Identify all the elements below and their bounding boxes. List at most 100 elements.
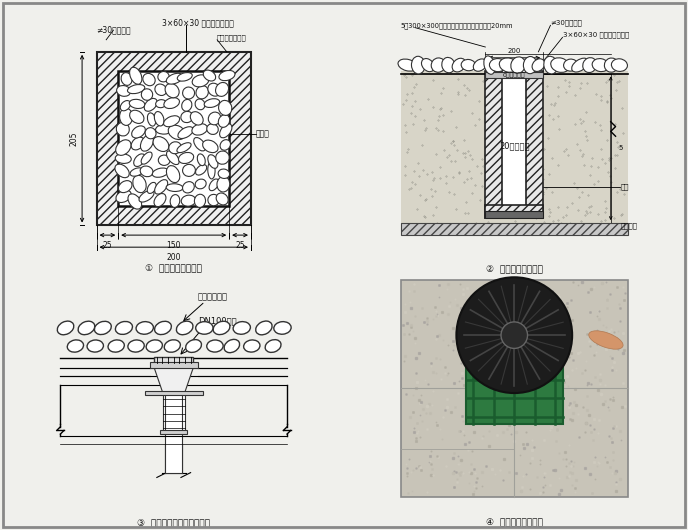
Ellipse shape (166, 151, 179, 165)
Text: 150: 150 (506, 59, 517, 64)
Ellipse shape (67, 340, 83, 352)
Ellipse shape (563, 59, 578, 71)
Text: 25: 25 (484, 59, 491, 64)
Ellipse shape (116, 140, 131, 155)
Ellipse shape (431, 58, 445, 72)
Ellipse shape (127, 85, 144, 94)
Ellipse shape (147, 182, 156, 193)
Bar (401, 71, 627, 235)
Ellipse shape (265, 340, 281, 352)
Ellipse shape (145, 128, 156, 139)
Ellipse shape (572, 58, 588, 72)
Ellipse shape (220, 140, 230, 150)
Ellipse shape (169, 142, 182, 154)
Text: ①  砾石集水口平面图: ① 砾石集水口平面图 (145, 264, 202, 273)
Bar (526, 71, 544, 218)
Ellipse shape (219, 100, 232, 116)
Text: 碎卵体: 碎卵体 (256, 129, 270, 138)
Ellipse shape (219, 70, 235, 81)
Text: 厚有基板: 厚有基板 (621, 222, 637, 229)
Ellipse shape (94, 321, 111, 334)
Text: 25: 25 (103, 241, 112, 250)
Ellipse shape (274, 322, 291, 334)
Ellipse shape (244, 340, 260, 352)
Ellipse shape (155, 84, 166, 95)
Text: ②  砾石集水口剖面图: ② 砾石集水口剖面图 (486, 264, 543, 273)
Text: DN100地漏: DN100地漏 (198, 316, 237, 325)
Ellipse shape (218, 169, 230, 179)
Ellipse shape (128, 340, 144, 352)
Ellipse shape (461, 59, 475, 70)
Text: 5厚300×300品品不锈钢焊制篦子槽条净距20mm: 5厚300×300品品不锈钢焊制篦子槽条净距20mm (401, 22, 513, 29)
Ellipse shape (170, 195, 180, 207)
Ellipse shape (208, 155, 218, 169)
Ellipse shape (202, 140, 218, 153)
Polygon shape (154, 368, 193, 393)
Ellipse shape (612, 59, 627, 72)
Text: 3×60×30 热镀锌角钢过板: 3×60×30 热镀锌角钢过板 (162, 19, 233, 28)
Ellipse shape (155, 100, 166, 108)
Bar (154, 357, 193, 363)
Text: 定制箱水口内壁: 定制箱水口内壁 (217, 34, 247, 41)
Text: ③  室外雨水地漏安装大样图: ③ 室外雨水地漏安装大样图 (137, 519, 211, 528)
Ellipse shape (219, 124, 232, 138)
Ellipse shape (166, 165, 180, 183)
Ellipse shape (116, 190, 131, 202)
Ellipse shape (116, 122, 129, 136)
Ellipse shape (144, 99, 157, 111)
Ellipse shape (181, 195, 196, 206)
Ellipse shape (154, 193, 166, 207)
Ellipse shape (213, 321, 230, 334)
Ellipse shape (524, 57, 537, 74)
Ellipse shape (473, 59, 486, 71)
Circle shape (456, 277, 572, 393)
Text: 200: 200 (166, 253, 181, 262)
Text: 25: 25 (535, 59, 542, 64)
Ellipse shape (224, 339, 239, 352)
Ellipse shape (208, 162, 215, 179)
Ellipse shape (141, 152, 152, 164)
Ellipse shape (182, 164, 195, 176)
Ellipse shape (121, 73, 132, 85)
Ellipse shape (131, 126, 145, 138)
Bar (485, 72, 544, 78)
Ellipse shape (136, 322, 153, 334)
Ellipse shape (140, 166, 153, 176)
Bar (485, 205, 544, 218)
Ellipse shape (550, 58, 570, 73)
Ellipse shape (141, 89, 153, 100)
Ellipse shape (178, 127, 193, 138)
Bar (160, 430, 187, 434)
Ellipse shape (484, 56, 495, 74)
Ellipse shape (143, 73, 155, 86)
Ellipse shape (196, 86, 208, 99)
Ellipse shape (398, 59, 417, 71)
Text: ≠30黑色砾石: ≠30黑色砾石 (550, 20, 582, 26)
Ellipse shape (510, 57, 526, 73)
Text: ④  成品排水口示意图: ④ 成品排水口示意图 (486, 519, 543, 528)
Bar (466, 316, 563, 425)
Ellipse shape (181, 111, 193, 122)
Bar (165, 393, 182, 473)
Ellipse shape (155, 321, 171, 334)
Ellipse shape (544, 56, 558, 74)
Bar (96, 52, 251, 225)
Ellipse shape (208, 195, 219, 206)
Ellipse shape (195, 179, 206, 189)
Ellipse shape (165, 83, 179, 98)
Ellipse shape (115, 164, 129, 178)
Ellipse shape (128, 194, 142, 209)
Ellipse shape (78, 321, 95, 334)
Text: 0厚防水砂浆: 0厚防水砂浆 (503, 73, 526, 78)
Ellipse shape (182, 182, 194, 193)
Bar (502, 71, 526, 205)
Text: 置置黑色砾石: 置置黑色砾石 (198, 292, 228, 301)
Ellipse shape (164, 116, 180, 127)
Ellipse shape (57, 321, 74, 335)
Ellipse shape (129, 110, 144, 123)
Bar (401, 74, 485, 235)
Ellipse shape (208, 83, 221, 96)
Ellipse shape (216, 151, 229, 164)
Ellipse shape (182, 87, 195, 99)
Text: 200: 200 (508, 48, 521, 54)
